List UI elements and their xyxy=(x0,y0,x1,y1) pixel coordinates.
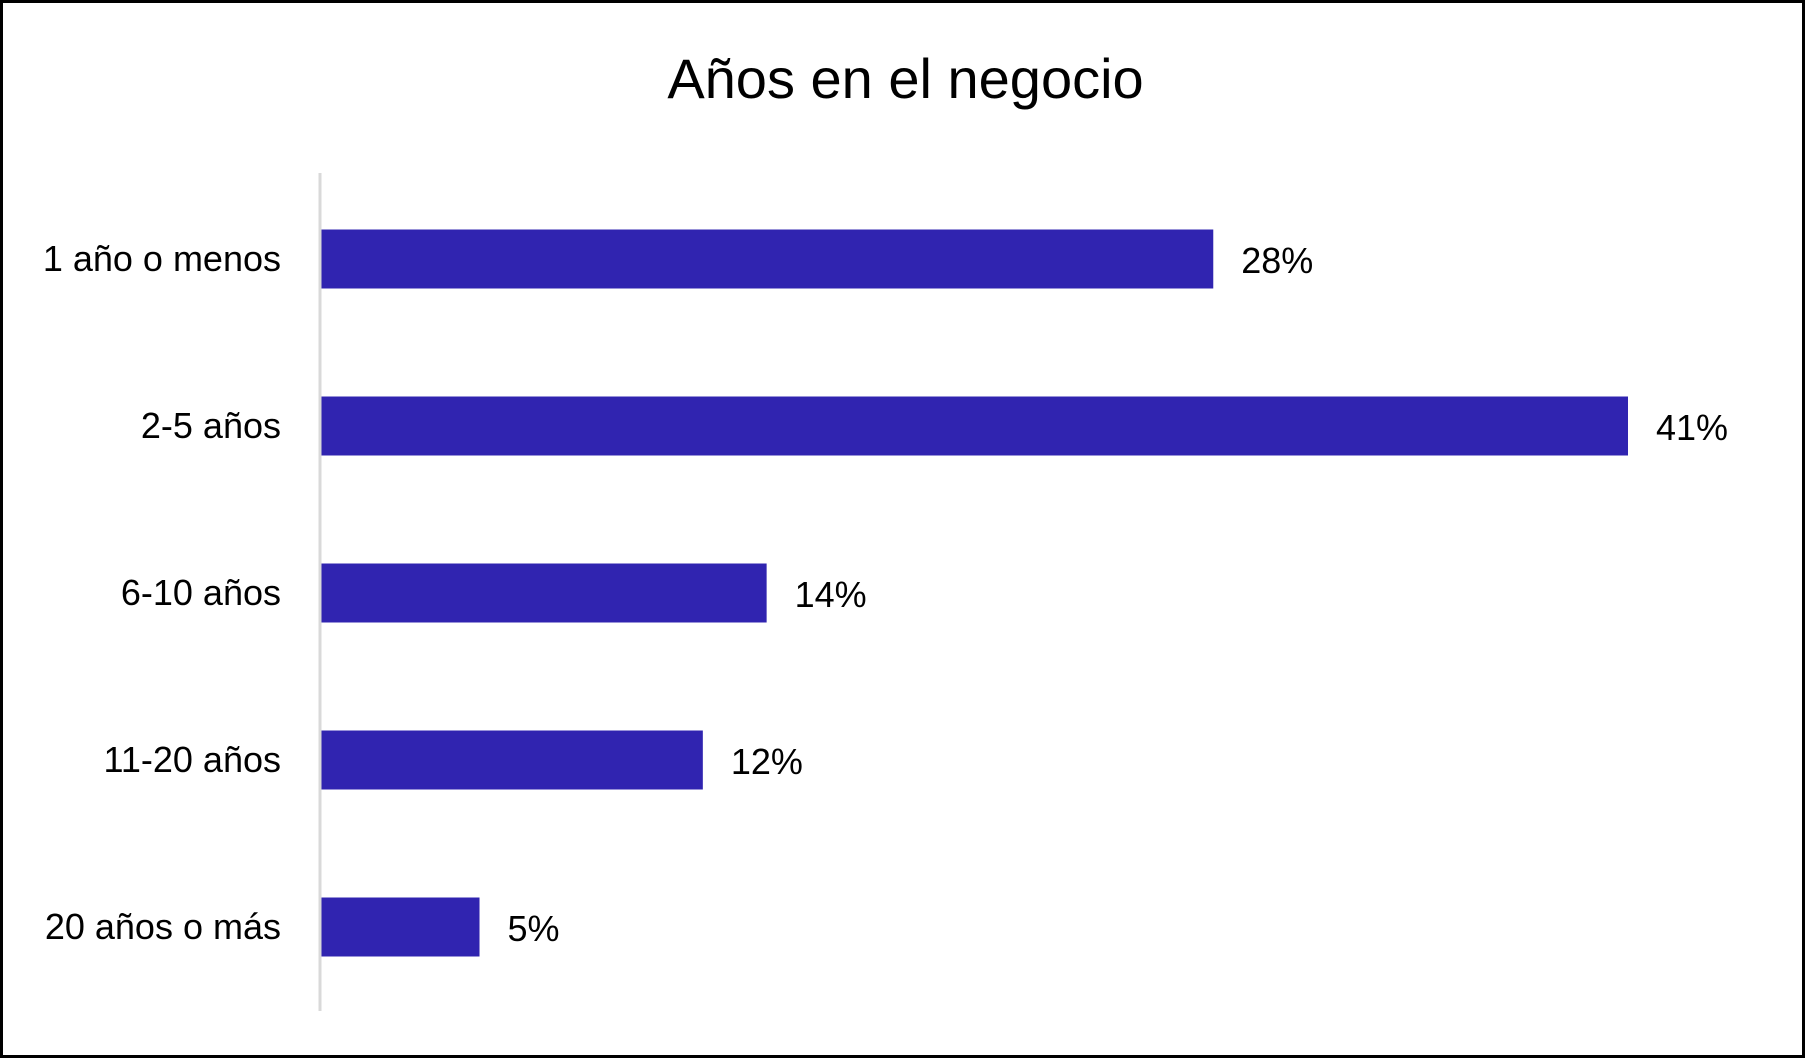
bar-chart: 1 año o menos 28% 2-5 años 41% 6-10 años 14% 1… xyxy=(43,173,1728,1011)
bar-2 xyxy=(320,563,767,623)
value-label: 14% xyxy=(795,574,867,615)
category-label: 2-5 años xyxy=(141,405,281,446)
bar-3 xyxy=(320,730,703,790)
value-label: 12% xyxy=(731,741,803,782)
labels-layer: 1 año o menos 28% 2-5 años 41% 6-10 años 14% 1… xyxy=(43,238,1728,949)
value-label: 5% xyxy=(508,908,560,949)
bar-4 xyxy=(320,897,480,957)
value-label: 28% xyxy=(1241,240,1313,281)
category-label: 20 años o más xyxy=(45,906,281,947)
chart-title: Años en el negocio xyxy=(667,47,1144,110)
category-label: 1 año o menos xyxy=(43,238,281,279)
bar-0 xyxy=(320,229,1214,289)
category-label: 6-10 años xyxy=(121,572,281,613)
bar-1 xyxy=(320,396,1628,456)
category-label: 11-20 años xyxy=(104,739,281,780)
value-label: 41% xyxy=(1656,407,1728,448)
bars-layer xyxy=(320,229,1628,957)
